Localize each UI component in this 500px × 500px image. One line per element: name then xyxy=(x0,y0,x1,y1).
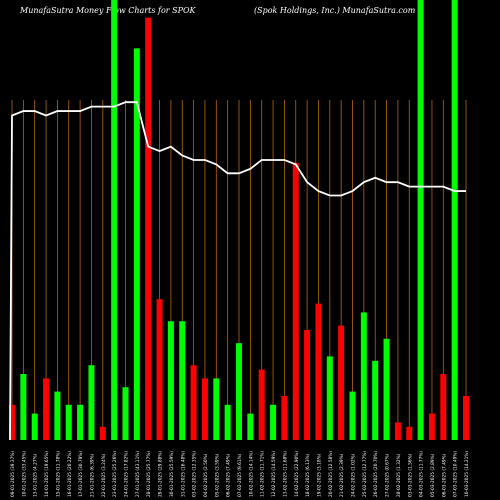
x-tick-label: 10-01-2025 (33.45%) xyxy=(21,451,27,497)
x-tick-label: 06-03-2025 (7.49%) xyxy=(441,453,447,497)
bar xyxy=(349,391,356,440)
bar xyxy=(236,343,242,440)
bar xyxy=(281,396,288,440)
x-tick-label: 17-01-2025 (30.79%) xyxy=(78,451,84,497)
bar xyxy=(304,330,311,440)
x-tick-label: 28-01-2025 (25.77%) xyxy=(146,451,152,497)
x-tick-label: 30-01-2025 (25.59%) xyxy=(169,451,175,497)
bar xyxy=(326,356,333,440)
x-tick-label: 11-02-2025 (11.71%) xyxy=(260,451,266,497)
bar xyxy=(315,303,322,440)
x-tick-label: 05-02-2025 (3.59%) xyxy=(214,453,220,497)
x-tick-label: 14-02-2025 (22.90%) xyxy=(294,451,300,497)
x-tick-label: 21-02-2025 (2.39%) xyxy=(339,453,345,497)
bar xyxy=(88,365,95,440)
bar xyxy=(451,0,458,440)
bar xyxy=(77,404,84,440)
x-tick-label: 14-01-2025 (19.65%) xyxy=(44,451,50,497)
x-tick-label: 25-02-2025 (12.77%) xyxy=(362,451,368,497)
bar xyxy=(122,387,129,440)
x-tick-label: 13-02-2025 (11.68%) xyxy=(282,451,288,497)
x-tick-label: 15-01-2025 (11.78%) xyxy=(55,451,61,497)
x-tick-label: 04-03-2025 (11.77%) xyxy=(419,451,425,497)
x-tick-label: 04-02-2025 (2.50%) xyxy=(203,453,209,497)
bar xyxy=(156,299,163,440)
bar xyxy=(43,378,50,440)
x-tick-label: 07-03-2025 (10.49%) xyxy=(453,451,459,497)
x-tick-label: 20-02-2025 (12.58%) xyxy=(328,451,334,497)
x-tick-label: 28-02-2025 (1.32%) xyxy=(396,453,402,497)
bar xyxy=(54,391,61,440)
bar xyxy=(463,396,469,440)
bar xyxy=(190,365,197,440)
money-flow-line xyxy=(9,101,466,441)
x-tick-label: 06-02-2025 (7.49%) xyxy=(226,453,232,497)
x-tick-label: 18-02-2025 (6.13%) xyxy=(305,453,311,497)
x-tick-label: 09-01-2025 (39.37%) xyxy=(10,451,16,497)
bar xyxy=(224,404,231,440)
bar xyxy=(167,321,174,440)
x-tick-label: 29-01-2025 (29.88%) xyxy=(158,451,164,497)
x-tick-label: 07-02-2025 (9.61%) xyxy=(237,453,243,497)
x-tick-label: 05-03-2025 (2.89%) xyxy=(430,453,436,497)
x-tick-label: 13-01-2025 (4.27%) xyxy=(33,453,39,497)
x-tick-labels: 09-01-2025 (39.37%) 10-01-2025 (33.45%) 13… xyxy=(10,451,470,497)
x-tick-label: 23-01-2025 (25.26%) xyxy=(112,451,118,497)
bar xyxy=(201,378,208,440)
bar xyxy=(428,413,435,440)
x-tick-label: 03-02-2025 (12.35%) xyxy=(192,451,198,497)
x-tick-label: 27-02-2025 (0.67%) xyxy=(385,453,391,497)
x-tick-label: 21-01-2025 (6.39%) xyxy=(89,453,95,497)
x-tick-label: 24-01-2025 (17.82%) xyxy=(124,451,130,497)
x-tick-label: 27-01-2025 (43.11%) xyxy=(135,451,141,497)
bar xyxy=(20,374,27,440)
x-tick-label: 31-01-2025 (16.48%) xyxy=(180,451,186,497)
money-flow-line-path xyxy=(9,101,466,441)
bar xyxy=(292,162,299,441)
bar xyxy=(360,312,367,440)
bar xyxy=(9,404,15,440)
bar xyxy=(65,404,72,440)
bar xyxy=(440,374,447,440)
x-tick-label: 16-01-2025 (20.22%) xyxy=(67,451,73,497)
x-tick-label: 26-02-2025 (20.70%) xyxy=(373,451,379,497)
x-tick-label: 19-02-2025 (3.18%) xyxy=(316,453,322,497)
bar xyxy=(394,422,401,440)
bar xyxy=(111,0,118,440)
x-tick-label: 22-01-2025 (3.24%) xyxy=(101,453,107,497)
x-tick-label: 03-03-2025 (1.56%) xyxy=(407,453,413,497)
bar xyxy=(247,413,254,440)
bar xyxy=(406,426,413,440)
bar xyxy=(213,378,220,440)
bars xyxy=(9,0,469,441)
chart-title: MunafaSutra Money Flow Charts for SPOK xyxy=(20,6,196,15)
bar xyxy=(338,325,345,440)
x-tick-label: 10-02-2025 (14.14%) xyxy=(248,451,254,497)
bar xyxy=(417,0,424,440)
bar xyxy=(99,426,106,440)
bar xyxy=(133,48,140,441)
bar xyxy=(258,369,265,440)
x-tick-label: 12-02-2025 (14.59%) xyxy=(271,451,277,497)
bar xyxy=(31,413,38,440)
chart-subtitle: (Spok Holdings, Inc.) MunafaSutra.com xyxy=(254,6,416,15)
bar xyxy=(270,404,277,440)
x-tick-label: 10-03-2025 (14.21%) xyxy=(464,451,470,497)
bar xyxy=(372,360,379,440)
bar xyxy=(145,17,152,440)
bar xyxy=(179,321,186,440)
bar xyxy=(383,338,390,440)
x-tick-label: 24-02-2025 (1.02%) xyxy=(351,453,357,497)
